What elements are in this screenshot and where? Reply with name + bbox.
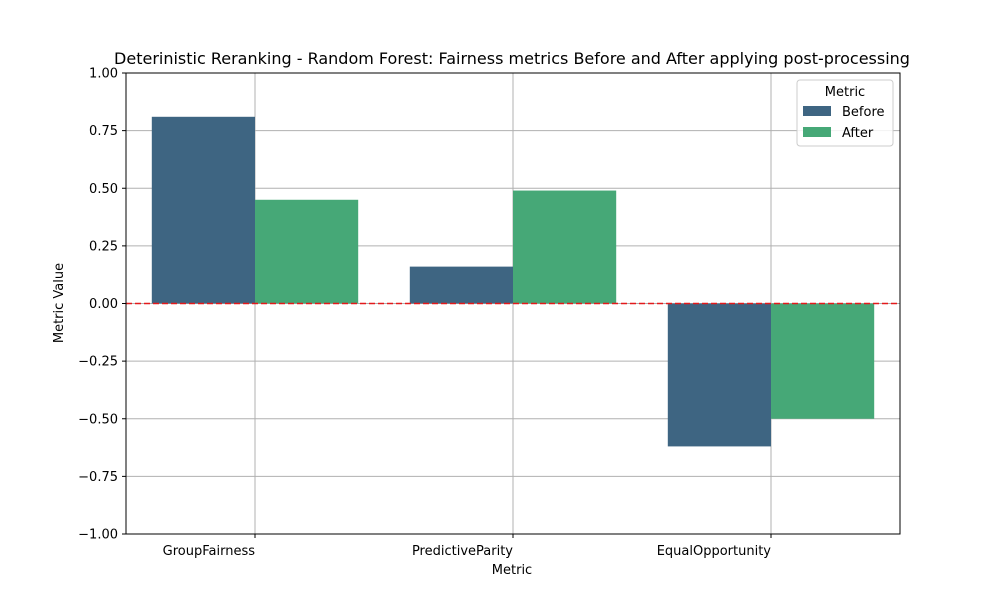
y-tick-label: −0.25 bbox=[78, 355, 118, 370]
bar-before-groupfairness bbox=[151, 116, 255, 304]
y-tick-label: 0.25 bbox=[89, 239, 118, 254]
legend-title: Metric bbox=[825, 85, 865, 100]
x-axis-label: Metric bbox=[492, 563, 532, 578]
x-tick-label: PredictiveParity bbox=[412, 544, 513, 559]
bar-before-predictiveparity bbox=[409, 266, 513, 304]
bar-after-equalopportunity bbox=[771, 303, 875, 419]
legend-label-after: After bbox=[842, 126, 874, 141]
y-tick-label: −0.50 bbox=[78, 412, 118, 427]
y-axis-label: Metric Value bbox=[52, 263, 67, 343]
x-tick-label: GroupFairness bbox=[163, 544, 256, 559]
legend-swatch-before bbox=[803, 106, 831, 116]
y-tick-label: 0.00 bbox=[89, 297, 118, 312]
x-tick-label: EqualOpportunity bbox=[657, 544, 772, 559]
axes: −1.00 −0.75 −0.50 −0.25 0.00 0.25 0.50 0.75 1.00… bbox=[78, 67, 901, 559]
legend-swatch-after bbox=[803, 127, 831, 137]
legend-label-before: Before bbox=[842, 105, 885, 120]
y-tick-label: −0.75 bbox=[78, 470, 118, 485]
y-tick-label: 0.50 bbox=[89, 182, 118, 197]
bar-after-predictiveparity bbox=[513, 190, 617, 304]
y-tick-label: −1.00 bbox=[78, 528, 118, 543]
y-tick-label: 0.75 bbox=[89, 124, 118, 139]
bar-before-equalopportunity bbox=[667, 303, 771, 447]
legend: Metric Before After bbox=[796, 79, 894, 147]
y-tick-label: 1.00 bbox=[89, 67, 118, 82]
chart-title: Deterinistic Reranking - Random Forest: … bbox=[114, 49, 910, 68]
bars bbox=[151, 116, 875, 447]
bar-after-groupfairness bbox=[255, 199, 359, 304]
